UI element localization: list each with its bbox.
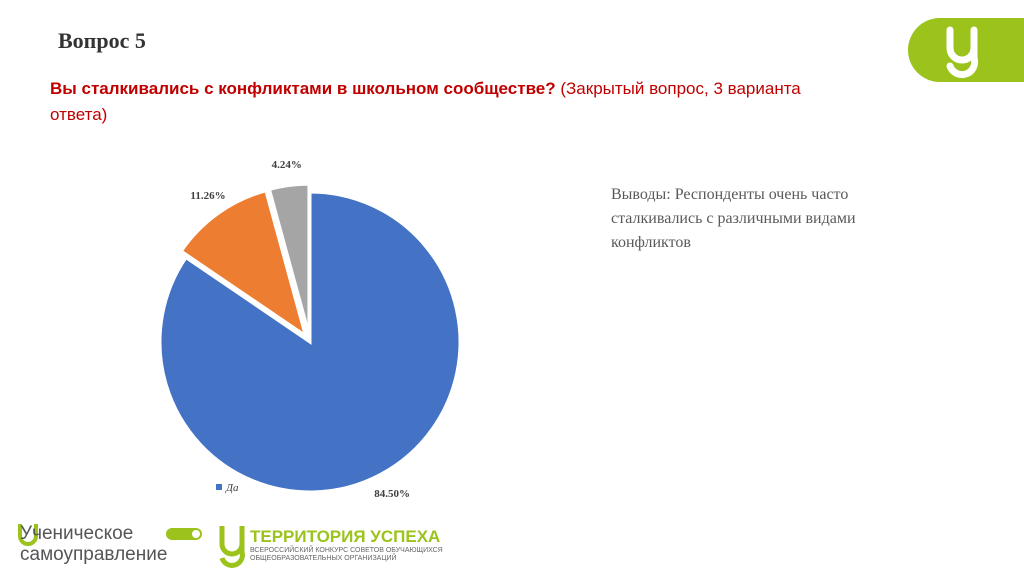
logo-badge — [908, 18, 1024, 82]
logo2-line1: ВСЕРОССИЙСКИЙ КОНКУРС СОВЕТОВ ОБУЧАЮЩИХС… — [250, 545, 443, 554]
data-label: 4.24% — [272, 159, 302, 171]
logo2-title: ТЕРРИТОРИЯ УСПЕХА — [250, 527, 440, 546]
legend-marker — [216, 484, 222, 490]
pie-slice — [267, 182, 311, 335]
logo1-icon — [18, 524, 38, 546]
logo1-toggle-knob — [192, 530, 200, 538]
data-label: 84.50% — [374, 488, 410, 500]
data-label: 11.26% — [190, 190, 225, 202]
pie-slice — [179, 188, 308, 340]
question: Вы сталкивались с конфликтами в школьном… — [50, 76, 810, 128]
logo1-line2: самоуправление — [20, 544, 167, 565]
slide-title: Вопрос 5 — [58, 28, 146, 53]
logo1-line1: Ученическое — [20, 523, 133, 544]
question-text: Вы сталкивались с конфликтами в школьном… — [50, 79, 556, 98]
logo2-icon — [219, 526, 245, 568]
logo1-toggle — [166, 528, 202, 540]
pie-slice — [158, 190, 462, 494]
conclusion: Выводы: Респонденты очень часто сталкива… — [611, 186, 856, 251]
logo-letter — [946, 26, 979, 79]
legend-label: Да — [225, 482, 239, 494]
logo2-line2: ОБЩЕОБРАЗОВАТЕЛЬНЫХ ОРГАНИЗАЦИЙ — [250, 553, 397, 562]
question-note: (Закрытый вопрос, 3 варианта ответа) — [50, 79, 801, 124]
